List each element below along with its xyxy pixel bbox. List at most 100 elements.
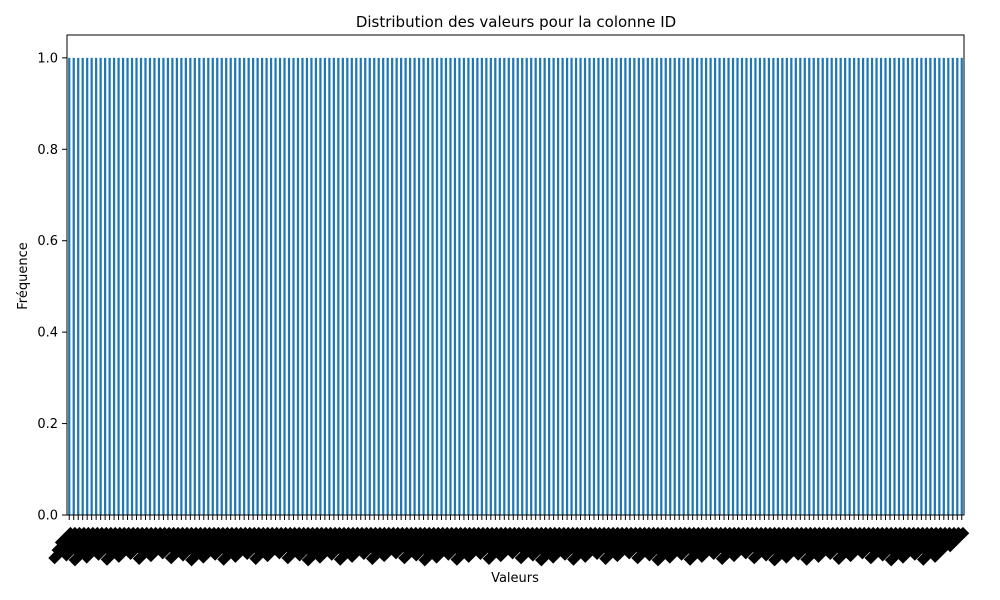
bar <box>368 57 371 515</box>
bar <box>821 57 824 515</box>
bar <box>512 57 515 515</box>
bar <box>754 57 757 515</box>
bar <box>90 57 93 515</box>
bar <box>503 57 506 515</box>
bar <box>252 57 255 515</box>
bar <box>130 57 134 515</box>
bar <box>696 57 699 515</box>
bar <box>157 57 161 515</box>
bar <box>866 57 869 515</box>
bar <box>852 57 856 515</box>
bar <box>283 57 286 515</box>
bar <box>893 57 896 515</box>
bar <box>646 57 649 515</box>
bar <box>153 57 156 515</box>
bar <box>296 57 300 515</box>
bar <box>929 57 932 515</box>
bar <box>660 57 663 515</box>
bar <box>669 57 672 515</box>
bar <box>861 57 865 515</box>
bar <box>332 57 335 515</box>
y-tick-label: 0.4 <box>37 326 58 341</box>
bar <box>292 57 295 515</box>
bar <box>480 57 483 515</box>
bar <box>691 57 694 515</box>
bar <box>189 57 192 515</box>
bar <box>875 57 878 515</box>
bar <box>718 57 721 515</box>
bar <box>704 57 708 515</box>
bar <box>314 57 318 515</box>
bar <box>256 57 259 515</box>
bar <box>785 57 788 515</box>
bar <box>467 57 470 515</box>
bar <box>449 57 452 515</box>
bar <box>359 57 362 515</box>
bar <box>413 57 416 515</box>
bar <box>247 57 250 515</box>
bar <box>68 57 71 515</box>
bar <box>391 57 394 515</box>
bar <box>81 57 84 515</box>
bar <box>534 57 537 515</box>
bar <box>485 57 488 515</box>
bar <box>606 57 609 515</box>
bar <box>229 57 232 515</box>
bar <box>95 57 98 515</box>
bar <box>565 57 569 515</box>
bar <box>911 57 914 515</box>
bar <box>776 57 779 515</box>
bar <box>803 57 806 515</box>
bar <box>400 57 403 515</box>
bar <box>193 57 196 515</box>
bar <box>951 57 954 515</box>
bar <box>839 57 842 515</box>
bar <box>166 57 170 515</box>
bar <box>444 57 448 515</box>
bar <box>543 57 546 515</box>
bar <box>498 57 501 515</box>
bar <box>745 57 748 515</box>
bar <box>897 57 901 515</box>
bar <box>835 57 838 515</box>
bar <box>579 57 582 515</box>
bar <box>727 57 730 515</box>
bar <box>844 57 847 515</box>
bar <box>682 57 685 515</box>
bar <box>763 57 766 515</box>
bar <box>525 57 528 515</box>
bar <box>687 57 690 515</box>
bar <box>848 57 851 515</box>
bar <box>305 57 309 515</box>
bar <box>561 57 564 515</box>
bar <box>220 57 223 515</box>
bar <box>346 57 349 515</box>
bar <box>879 57 883 515</box>
bar <box>673 57 676 515</box>
bar <box>440 57 443 515</box>
bar <box>539 57 542 515</box>
bar <box>583 57 587 515</box>
bar <box>431 57 434 515</box>
bar <box>175 57 179 515</box>
bar <box>947 57 950 515</box>
bar <box>148 57 152 515</box>
x-tick-label <box>943 526 970 553</box>
bar <box>700 57 703 515</box>
bar <box>915 57 919 515</box>
bar <box>382 57 385 515</box>
bar <box>808 57 811 515</box>
bar <box>162 57 165 515</box>
bar <box>386 57 389 515</box>
bar <box>552 57 555 515</box>
bar <box>408 57 412 515</box>
bar <box>933 57 936 515</box>
bar <box>799 57 802 515</box>
bar <box>453 57 457 515</box>
bar <box>530 57 533 515</box>
y-tick-label: 0.8 <box>37 143 58 158</box>
bar <box>722 57 726 515</box>
bar <box>489 57 492 515</box>
bar <box>112 57 116 515</box>
